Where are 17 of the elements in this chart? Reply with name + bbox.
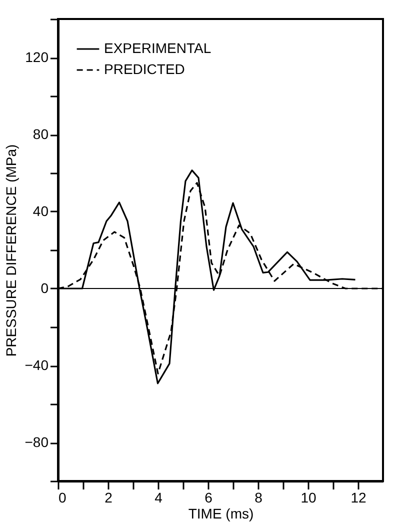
legend-label: PREDICTED: [104, 61, 185, 77]
y-axis-title: PRESSURE DIFFERENCE (MPa): [2, 144, 19, 357]
x-tick-label: 12: [350, 490, 366, 506]
y-tick-label: 80: [32, 126, 49, 142]
x-tick-label: 0: [58, 490, 66, 506]
x-tick-label: 6: [204, 490, 213, 506]
x-tick-label: 8: [254, 490, 263, 506]
x-axis-title: TIME (ms): [188, 506, 254, 522]
y-tick-label: 120: [25, 49, 49, 65]
y-tick-label: 0: [40, 280, 49, 296]
y-tick-label: 40: [32, 203, 49, 219]
y-tick-label: −80: [24, 434, 49, 450]
x-tick-label: 4: [154, 490, 163, 506]
x-tick-label: 10: [300, 490, 316, 506]
y-tick-label: −40: [24, 357, 49, 373]
legend-label: EXPERIMENTAL: [104, 40, 212, 56]
x-tick-label: 2: [104, 490, 113, 506]
